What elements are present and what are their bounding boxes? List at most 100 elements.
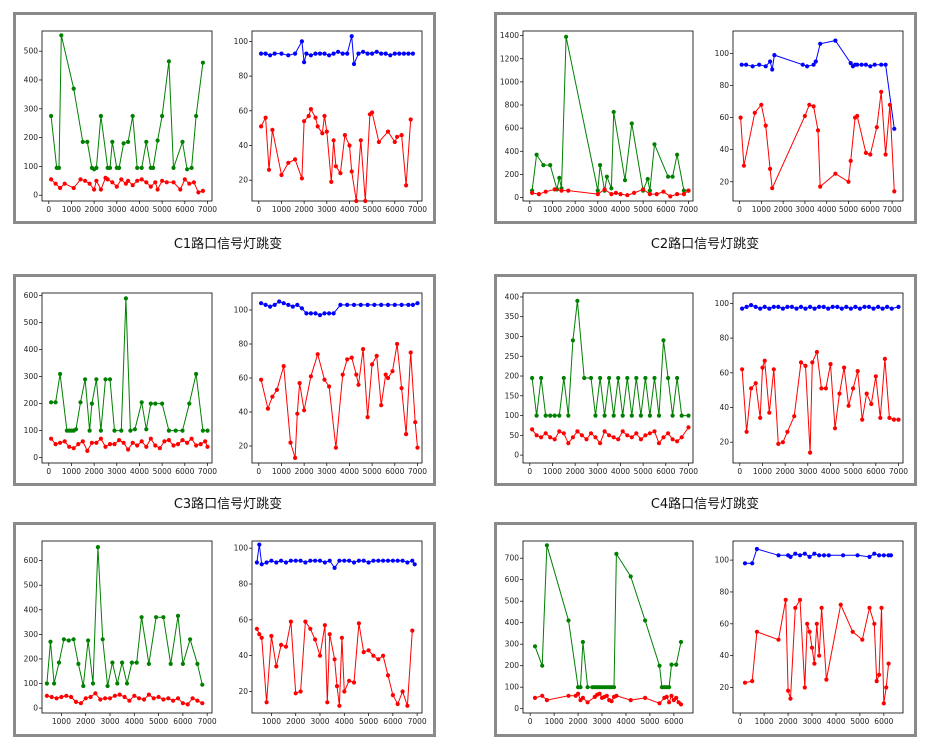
chart-c6-left: 0 1000 2000 3000 4000 5000 6000 0 100 200 300 400 50… — [505, 540, 694, 726]
y-tick-label: 300 — [24, 630, 39, 639]
data-point — [629, 435, 634, 440]
data-point — [89, 440, 94, 445]
data-point — [536, 192, 541, 197]
x-tick-label: 6000 — [383, 717, 402, 726]
data-point — [259, 562, 264, 567]
x-tick-label: 2000 — [569, 717, 588, 726]
data-point — [674, 695, 679, 700]
y-tick-label: 300 — [505, 332, 520, 341]
data-point — [805, 64, 810, 69]
data-point — [744, 62, 749, 67]
data-point — [331, 51, 336, 56]
data-point — [205, 428, 210, 433]
data-point — [385, 558, 391, 563]
data-point — [620, 429, 625, 434]
data-point — [59, 694, 64, 700]
x-tick-label: 1000 — [62, 467, 81, 476]
x-tick-label: 1000 — [543, 467, 562, 476]
data-point — [345, 357, 350, 362]
data-point — [879, 89, 884, 94]
data-point — [302, 60, 307, 65]
data-point — [604, 693, 609, 698]
data-point — [871, 306, 876, 311]
x-tick-label: 0 — [46, 205, 51, 214]
data-point — [754, 546, 759, 552]
plot-frame — [522, 540, 694, 714]
data-point — [336, 49, 341, 54]
data-point — [302, 408, 307, 413]
x-tick-label: 0 — [256, 205, 261, 214]
y-tick-label: 60 — [719, 619, 729, 628]
data-point — [320, 131, 325, 136]
y-tick-label: 700 — [505, 554, 520, 563]
data-point — [317, 313, 323, 318]
data-point — [195, 698, 200, 703]
data-point — [768, 166, 773, 171]
y-tick-label: 0 — [514, 451, 519, 460]
data-point — [809, 645, 815, 650]
x-tick-label: 4000 — [340, 467, 359, 476]
data-point — [342, 133, 347, 138]
data-point — [200, 60, 205, 65]
data-point — [351, 61, 357, 67]
data-point — [191, 180, 196, 185]
data-point — [824, 677, 829, 682]
x-tick-label: 4000 — [826, 717, 845, 726]
x-tick-label: 3000 — [588, 467, 607, 476]
panel-c2: 0 1000 2000 3000 4000 5000 6000 7000 0 200 400 600 8… — [494, 12, 917, 224]
y-tick-label: 1000 — [500, 77, 519, 86]
data-point — [383, 372, 388, 377]
data-point — [137, 696, 142, 701]
data-point — [381, 653, 386, 658]
x-tick-label: 6000 — [173, 717, 192, 726]
data-point — [303, 619, 308, 624]
data-point — [395, 341, 400, 347]
caption-c2: C2路口信号灯跳变 — [650, 237, 760, 252]
data-point — [283, 560, 289, 565]
data-point — [739, 62, 744, 67]
data-point — [410, 302, 415, 307]
data-point — [412, 562, 417, 567]
data-point — [366, 560, 371, 565]
data-point — [265, 406, 270, 411]
data-point — [175, 613, 181, 618]
data-point — [112, 693, 117, 698]
data-point — [180, 661, 185, 666]
data-point — [327, 53, 332, 58]
data-point — [379, 403, 384, 408]
data-point — [543, 413, 548, 418]
data-point — [385, 673, 391, 678]
data-point — [274, 664, 279, 669]
y-tick-label: 20 — [719, 683, 729, 692]
data-point — [595, 188, 600, 193]
data-point — [62, 439, 67, 444]
y-tick-label: 100 — [234, 37, 249, 46]
data-point — [879, 605, 884, 610]
data-point — [390, 369, 395, 374]
x-tick-label: 5000 — [634, 205, 653, 214]
x-tick-label: 3000 — [107, 467, 126, 476]
data-point — [148, 184, 153, 189]
data-point — [802, 113, 807, 119]
data-point — [830, 304, 835, 309]
y-tick-label: 400 — [24, 605, 39, 614]
panel-c5: 1000 2000 3000 4000 5000 6000 7000 0 100 200 300 40… — [13, 522, 436, 737]
data-point — [203, 439, 208, 444]
data-point — [814, 349, 819, 355]
data-point — [356, 621, 361, 626]
plot-frame — [41, 540, 213, 714]
y-tick-label: 40 — [238, 408, 248, 417]
data-point — [164, 180, 169, 185]
data-point — [647, 413, 652, 418]
data-point — [887, 102, 892, 107]
data-point — [885, 304, 890, 309]
data-point — [678, 639, 684, 645]
data-point — [614, 693, 619, 698]
chart-c2-left: 0 1000 2000 3000 4000 5000 6000 7000 0 200 400 600 8… — [500, 30, 698, 214]
chart-c5-left: 1000 2000 3000 4000 5000 6000 7000 0 100 200 300 40… — [24, 540, 217, 726]
y-tick-label: 100 — [715, 556, 730, 565]
data-point — [828, 362, 833, 367]
data-point — [753, 381, 758, 386]
x-tick-label: 0 — [256, 467, 261, 476]
data-point — [259, 301, 264, 306]
